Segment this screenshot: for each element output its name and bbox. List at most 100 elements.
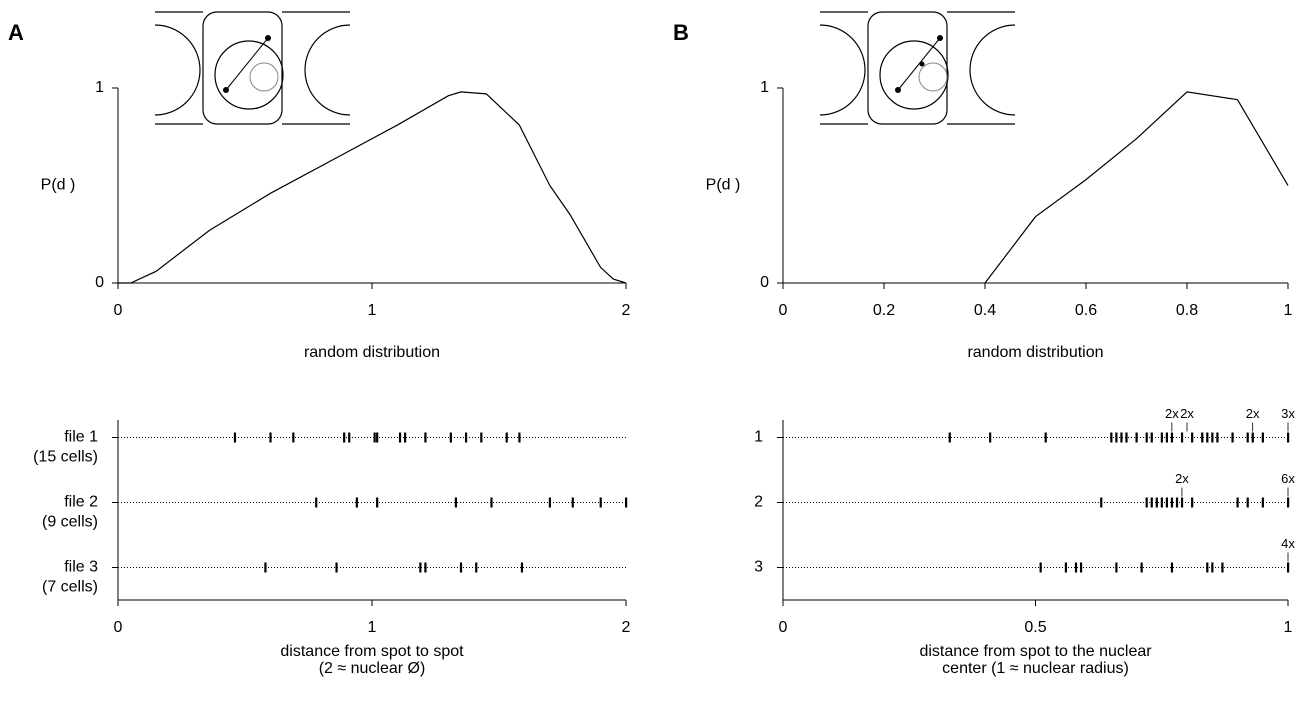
spot — [1206, 432, 1209, 443]
spot — [989, 432, 992, 443]
annotation: 4x — [1281, 536, 1295, 551]
spot — [1191, 497, 1194, 508]
row-note: (7 cells) — [42, 579, 98, 596]
row-label: 1 — [754, 429, 763, 446]
annotation: 6x — [1281, 471, 1295, 486]
y-tick-label: 1 — [760, 79, 769, 96]
spot — [1074, 562, 1078, 573]
x-tick-label: 0.4 — [974, 302, 996, 319]
spot — [355, 497, 358, 508]
spot — [404, 432, 407, 443]
spot — [292, 432, 295, 443]
spot — [571, 497, 574, 508]
spot — [1287, 562, 1290, 573]
spot — [1145, 497, 1148, 508]
annotation: 2x — [1165, 406, 1179, 421]
spot — [518, 432, 521, 443]
spot — [1231, 432, 1234, 443]
spot — [1064, 562, 1067, 573]
spot — [1191, 432, 1194, 443]
spot — [1155, 497, 1158, 508]
spot — [424, 432, 427, 443]
inset-b — [819, 11, 1016, 125]
y-axis-label: P(d ) — [706, 177, 741, 194]
spot — [1079, 562, 1083, 573]
spot — [1211, 432, 1214, 443]
y-tick-label: 0 — [760, 274, 769, 291]
x-tick-label: 1 — [1284, 302, 1293, 319]
y-tick-label: 0 — [95, 274, 104, 291]
spot — [1115, 432, 1118, 443]
spot — [335, 562, 338, 573]
panel-label: A — [8, 20, 24, 45]
spot — [1170, 432, 1174, 443]
spot — [1165, 497, 1168, 508]
spot — [490, 497, 493, 508]
spot — [1180, 497, 1184, 508]
spot — [233, 432, 237, 443]
row-label: file 3 — [64, 559, 98, 576]
spot — [464, 432, 468, 443]
spot — [505, 432, 508, 443]
spot — [398, 432, 402, 443]
y-tick-label: 1 — [95, 79, 104, 96]
spot — [1160, 497, 1163, 508]
spot — [315, 497, 318, 508]
spot — [373, 432, 376, 443]
spot — [459, 562, 463, 573]
x-tick-label: 1 — [368, 619, 377, 636]
row-label: file 2 — [64, 494, 98, 511]
spot — [520, 562, 524, 573]
spot — [1216, 432, 1219, 443]
spot — [1261, 497, 1264, 508]
inset-a — [154, 11, 351, 125]
spot — [1221, 562, 1224, 573]
spot — [1180, 432, 1184, 443]
annotation: 2x — [1180, 406, 1194, 421]
spot — [1145, 432, 1148, 443]
spot — [424, 562, 427, 573]
spot — [1150, 497, 1153, 508]
x-tick-label: 0.5 — [1024, 619, 1046, 636]
annotation: 2x — [1175, 471, 1189, 486]
spot — [1201, 432, 1204, 443]
spot — [376, 497, 379, 508]
spot — [548, 497, 551, 508]
x-axis-label: center (1 ≈ nuclear radius) — [942, 660, 1129, 677]
spot — [599, 497, 602, 508]
spot — [1125, 432, 1128, 443]
spot — [376, 432, 379, 443]
row-label: 3 — [754, 559, 763, 576]
panel-label: B — [673, 20, 689, 45]
row-note: (9 cells) — [42, 514, 98, 531]
x-tick-label: 2 — [622, 619, 631, 636]
spot — [1100, 497, 1103, 508]
line — [118, 91, 627, 284]
x-tick-label: 0.8 — [1176, 302, 1198, 319]
y-axis-label: P(d ) — [41, 177, 76, 194]
spot — [1039, 562, 1042, 573]
x-axis-label: random distribution — [304, 344, 440, 361]
x-tick-label: 1 — [1284, 619, 1293, 636]
spot — [1170, 562, 1174, 573]
spot — [1135, 432, 1138, 443]
spot — [1287, 432, 1290, 443]
x-tick-label: 0 — [114, 619, 123, 636]
x-axis-label: random distribution — [967, 344, 1103, 361]
spot — [948, 432, 951, 443]
x-tick-label: 0 — [114, 302, 123, 319]
spot — [1246, 432, 1249, 443]
x-tick-label: 2 — [622, 302, 631, 319]
x-tick-label: 0.6 — [1075, 302, 1097, 319]
spot — [480, 432, 483, 443]
x-tick-label: 0 — [779, 302, 788, 319]
spot — [1211, 562, 1214, 573]
spot — [1246, 497, 1249, 508]
spot — [1175, 497, 1179, 508]
x-tick-label: 0 — [779, 619, 788, 636]
spot — [1110, 432, 1113, 443]
row-label: file 1 — [64, 429, 98, 446]
spot — [419, 562, 422, 573]
spot — [454, 497, 458, 508]
